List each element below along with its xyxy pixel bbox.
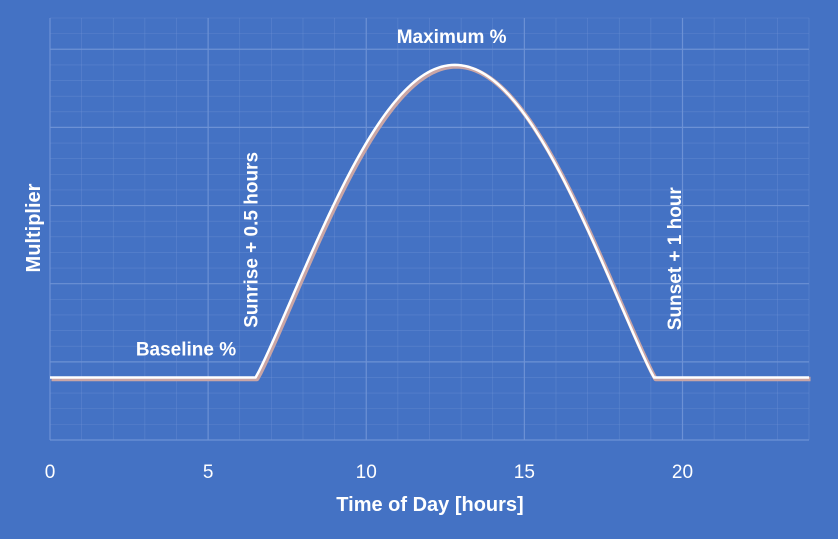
multiplier-curve (50, 63, 809, 379)
x-axis-ticks: 0 5 10 15 20 (45, 462, 693, 483)
grid (49, 17, 810, 441)
annotation-sunrise: Sunrise + 0.5 hours (241, 152, 262, 328)
x-axis-title: Time of Day [hours] (336, 494, 523, 516)
x-tick-label: 20 (672, 462, 693, 483)
x-tick-label: 0 (45, 462, 56, 483)
series-layer (50, 63, 811, 382)
x-tick-label: 15 (514, 462, 535, 483)
multiplier-curve-shadow (51, 64, 811, 382)
y-axis-title: Multiplier (23, 183, 45, 272)
x-tick-label: 10 (356, 462, 377, 483)
annotation-maximum: Maximum % (397, 27, 507, 48)
annotation-sunset: Sunset + 1 hour (665, 187, 686, 331)
annotation-baseline: Baseline % (136, 340, 236, 361)
annotations: Baseline % Maximum % Sunrise + 0.5 hours Su… (136, 27, 686, 361)
x-tick-label: 5 (203, 462, 214, 483)
